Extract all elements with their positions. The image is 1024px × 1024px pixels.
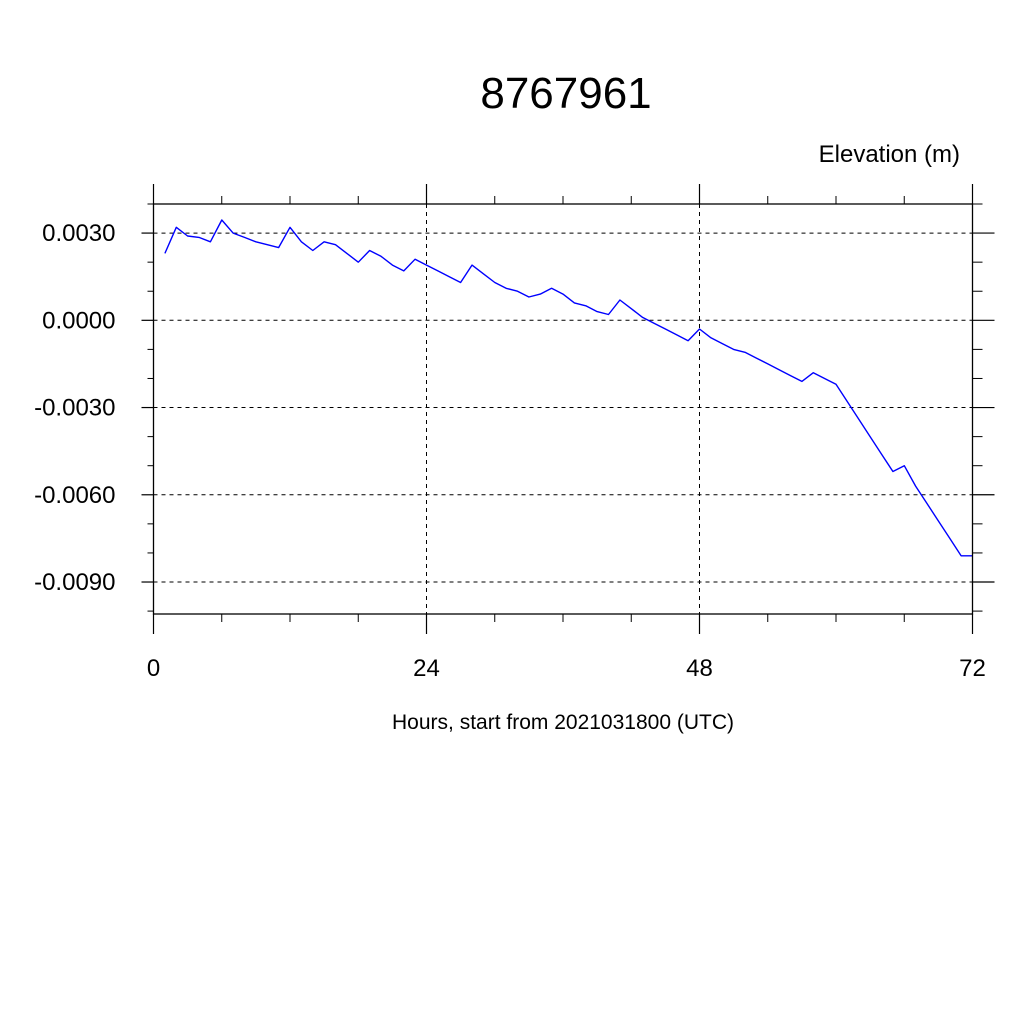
major-ticks	[141, 184, 995, 634]
x-axis-label: Hours, start from 2021031800 (UTC)	[392, 711, 734, 734]
x-tick-label: 72	[959, 655, 986, 682]
x-tick-label: 48	[686, 655, 713, 682]
y-tick-label: -0.0060	[34, 482, 115, 509]
x-tick-label: 24	[413, 655, 440, 682]
grid	[153, 204, 973, 614]
tick-labels: 0.0030 0.0000 -0.0030 -0.0060 -0.0090 0 24 48 72	[34, 220, 986, 682]
plot-frame	[152, 203, 974, 615]
y-tick-label: -0.0090	[34, 569, 115, 596]
y-tick-label: 0.0030	[42, 220, 115, 247]
series-layer	[164, 219, 973, 557]
chart-title: 8767961	[480, 69, 651, 118]
y-tick-label: -0.0030	[34, 395, 115, 422]
minor-ticks	[147, 196, 983, 622]
series-line	[164, 219, 973, 557]
y-tick-label: 0.0000	[42, 307, 115, 334]
y-axis-label: Elevation (m)	[819, 141, 960, 168]
x-tick-label: 0	[147, 655, 160, 682]
